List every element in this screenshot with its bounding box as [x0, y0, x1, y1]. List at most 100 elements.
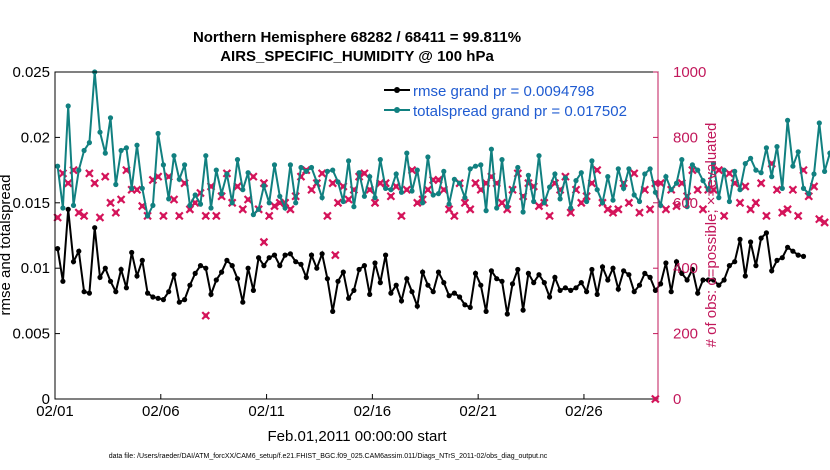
rmse-point — [76, 248, 82, 254]
rmse-point — [642, 270, 648, 276]
totalspread-point — [663, 174, 669, 180]
totalspread-point — [176, 176, 182, 182]
rmse-point — [81, 289, 87, 295]
rmse-point — [372, 260, 378, 266]
legend-spread-label: totalspread grand pr = 0.017502 — [413, 103, 627, 120]
totalspread-point — [250, 212, 256, 218]
obs-point — [63, 178, 73, 188]
rmse-point — [647, 274, 653, 280]
obs-point — [386, 191, 396, 201]
totalspread-point — [187, 202, 193, 208]
rmse-point — [441, 280, 447, 286]
totalspread-point — [139, 185, 145, 191]
totalspread-point — [213, 167, 219, 173]
totalspread-point — [107, 115, 114, 121]
rmse-point — [187, 282, 193, 288]
rmse-point — [65, 206, 71, 212]
obs-point — [725, 169, 734, 178]
totalspread-point — [753, 167, 759, 173]
obs-point — [212, 211, 221, 221]
rmse-point — [753, 263, 759, 269]
rmse-point — [261, 263, 267, 269]
obs-point — [238, 205, 248, 214]
obs-point — [756, 178, 766, 188]
totalspread-point — [319, 195, 325, 201]
rmse-point — [208, 291, 214, 297]
totalspread-point — [626, 166, 632, 172]
rmse-point — [298, 261, 304, 267]
y-left-tick-label: 0.015 — [12, 195, 50, 212]
rmse-point — [763, 230, 770, 236]
totalspread-point — [372, 195, 378, 201]
rmse-point — [652, 287, 659, 293]
rmse-point — [689, 266, 696, 273]
rmse-point — [192, 270, 198, 276]
rmse-point — [330, 308, 336, 314]
rmse-point — [769, 268, 775, 274]
totalspread-point — [811, 171, 817, 177]
rmse-point — [774, 257, 780, 263]
totalspread-point — [219, 191, 225, 197]
obs-point — [185, 205, 195, 214]
rmse-point — [134, 273, 140, 279]
rmse-point — [790, 248, 796, 254]
totalspread-point — [536, 153, 542, 159]
obs-point — [603, 205, 613, 214]
totalspread-point — [589, 158, 595, 164]
totalspread-point — [234, 157, 241, 163]
totalspread-point — [81, 147, 87, 154]
obs-point — [116, 195, 126, 204]
totalspread-point — [779, 185, 785, 191]
rmse-point — [785, 244, 791, 250]
obs-point — [444, 205, 454, 214]
rmse-point — [308, 252, 315, 258]
rmse-point — [605, 277, 611, 283]
y-right-tick-label: 800 — [673, 129, 698, 146]
rmse-point — [705, 277, 711, 283]
chart-subtitle: AIRS_SPECIFIC_HUMIDITY @ 100 hPa — [220, 48, 494, 65]
totalspread-point — [827, 150, 830, 156]
rmse-point — [266, 255, 272, 261]
obs-point — [714, 165, 724, 175]
rmse-point — [160, 297, 166, 303]
rmse-point — [795, 252, 801, 258]
rmse-point — [726, 263, 733, 269]
totalspread-point — [314, 179, 320, 185]
totalspread-point — [573, 178, 579, 184]
rmse-point — [102, 265, 108, 271]
totalspread-point — [785, 117, 791, 123]
totalspread-point — [102, 150, 108, 156]
rmse-point — [107, 278, 114, 284]
totalspread-point — [282, 205, 288, 211]
y-right-axis-label: # of obs: o=possible; ×=evaluated — [703, 123, 720, 348]
obs-point — [778, 208, 787, 217]
obs-point — [820, 218, 829, 227]
obs-point — [169, 195, 179, 204]
y-left-axis-label: rmse and totalspread — [0, 175, 14, 316]
x-tick-label: 02/06 — [142, 403, 180, 420]
totalspread-point — [293, 200, 299, 206]
totalspread-point — [478, 162, 484, 168]
rmse-point — [663, 260, 669, 266]
totalspread-point — [160, 162, 166, 168]
rmse-point — [145, 290, 151, 296]
obs-point — [370, 198, 380, 208]
totalspread-point — [277, 193, 283, 199]
rmse-point — [615, 286, 621, 292]
rmse-point — [467, 304, 473, 310]
rmse-point — [234, 276, 241, 282]
rmse-point — [361, 263, 367, 269]
rmse-point — [568, 287, 574, 293]
obs-point — [450, 211, 459, 221]
totalspread-point — [531, 198, 537, 205]
obs-point — [402, 185, 412, 194]
totalspread-point — [324, 168, 330, 174]
rmse-point — [710, 277, 717, 283]
obs-point — [90, 178, 99, 188]
obs-point — [413, 198, 422, 208]
totalspread-point — [504, 204, 510, 210]
totalspread-point — [303, 168, 309, 174]
rmse-point — [409, 289, 415, 295]
y-right-axis-ticks: 0 200 400 600 800 1000 — [653, 64, 706, 408]
obs-point — [608, 208, 618, 217]
